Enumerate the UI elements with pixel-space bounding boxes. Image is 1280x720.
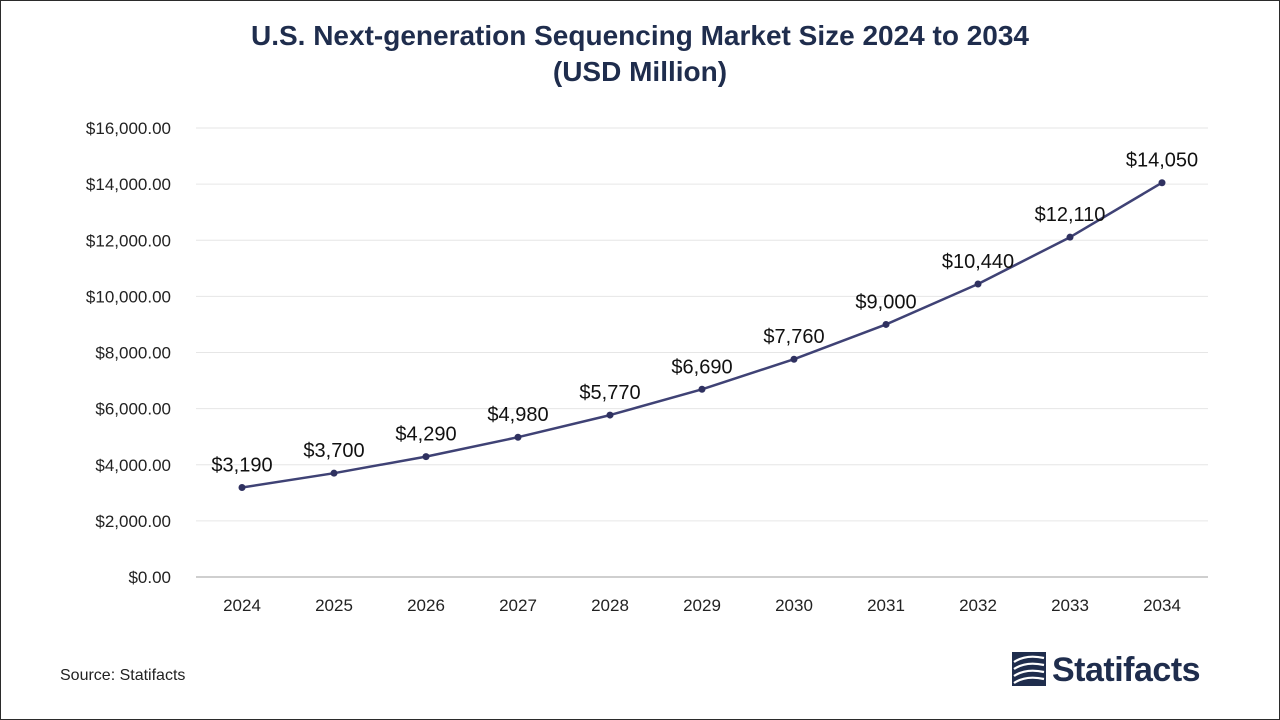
y-tick-label: $0.00 bbox=[128, 568, 171, 587]
data-point bbox=[1066, 233, 1074, 241]
data-label: $7,760 bbox=[763, 326, 824, 348]
x-tick-label: 2033 bbox=[1051, 596, 1089, 615]
data-label: $3,700 bbox=[303, 440, 364, 462]
chart-subtitle: (USD Million) bbox=[552, 56, 728, 87]
brand-logo: Statifacts bbox=[1012, 650, 1201, 690]
x-tick-label: 2024 bbox=[223, 596, 261, 615]
data-label: $4,980 bbox=[487, 404, 548, 426]
data-point bbox=[514, 433, 522, 441]
data-label: $5,770 bbox=[579, 382, 640, 404]
data-point bbox=[698, 385, 706, 393]
data-point bbox=[422, 453, 430, 461]
y-tick-label: $16,000.00 bbox=[86, 119, 171, 138]
data-point bbox=[974, 280, 982, 288]
series-line bbox=[241, 181, 1163, 489]
data-label: $6,690 bbox=[671, 356, 732, 378]
x-tick-label: 2026 bbox=[407, 596, 445, 615]
data-label: $10,440 bbox=[942, 251, 1014, 273]
data-label: $3,190 bbox=[211, 454, 272, 476]
data-point bbox=[238, 483, 246, 491]
brand-name: Statifacts bbox=[1052, 651, 1201, 689]
y-tick-label: $10,000.00 bbox=[86, 287, 171, 306]
chart-title: U.S. Next-generation Sequencing Market S… bbox=[250, 20, 1030, 51]
y-tick-label: $6,000.00 bbox=[95, 400, 171, 419]
x-tick-label: 2031 bbox=[867, 596, 905, 615]
chart-title-block: U.S. Next-generation Sequencing Market S… bbox=[0, 18, 1280, 90]
x-tick-label: 2027 bbox=[499, 596, 537, 615]
x-tick-label: 2025 bbox=[315, 596, 353, 615]
data-label: $14,050 bbox=[1126, 150, 1198, 172]
x-tick-label: 2032 bbox=[959, 596, 997, 615]
x-tick-label: 2028 bbox=[591, 596, 629, 615]
data-label: $12,110 bbox=[1035, 204, 1106, 226]
x-tick-label: 2030 bbox=[775, 596, 813, 615]
y-tick-label: $8,000.00 bbox=[95, 344, 171, 363]
x-tick-label: 2034 bbox=[1143, 596, 1181, 615]
data-point bbox=[790, 355, 798, 363]
data-point bbox=[1158, 179, 1166, 187]
data-point bbox=[330, 469, 338, 477]
y-tick-label: $4,000.00 bbox=[95, 456, 171, 475]
data-point bbox=[606, 411, 614, 419]
y-tick-label: $12,000.00 bbox=[86, 231, 171, 250]
data-label: $4,290 bbox=[395, 424, 456, 446]
data-label: $9,000 bbox=[855, 291, 916, 313]
data-point bbox=[882, 320, 890, 328]
brand-logo-icon bbox=[1012, 652, 1046, 686]
y-tick-label: $2,000.00 bbox=[95, 512, 171, 531]
y-tick-label: $14,000.00 bbox=[86, 175, 171, 194]
x-tick-label: 2029 bbox=[683, 596, 721, 615]
source-note: Source: Statifacts bbox=[60, 667, 186, 684]
